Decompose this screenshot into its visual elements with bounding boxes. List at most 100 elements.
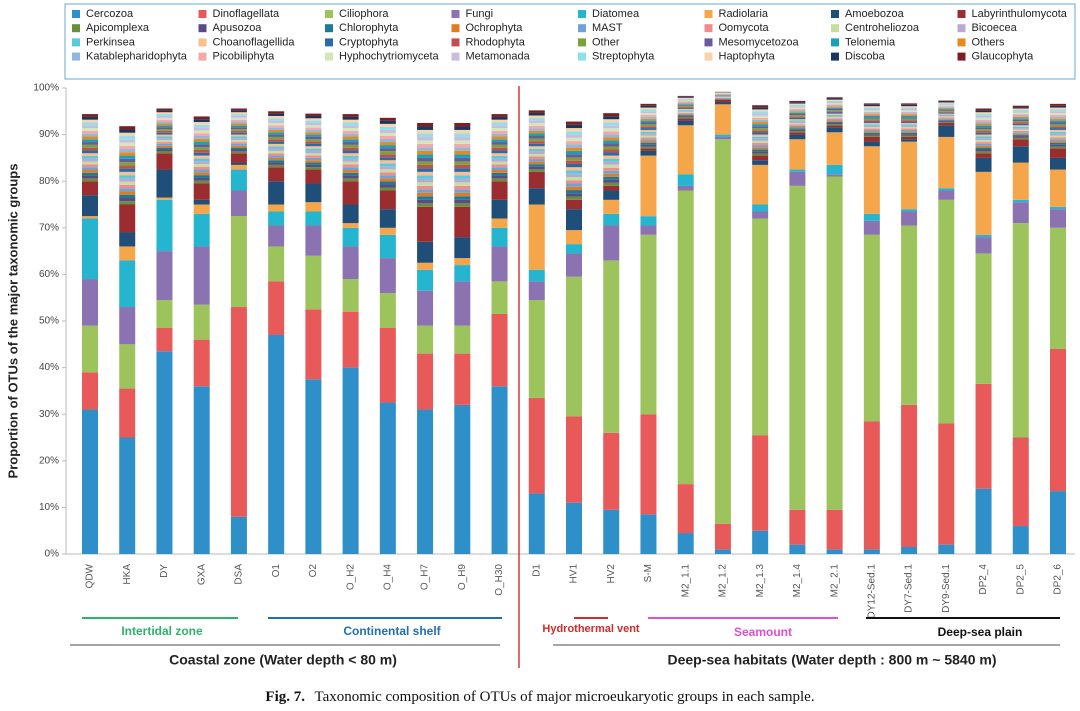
bar-segment [566,147,582,151]
bar-segment [379,160,396,164]
bar-segment [156,117,173,120]
bar-segment [752,153,769,156]
bar-segment [82,158,98,162]
bar-segment [938,106,955,108]
subgroup-label: Intertidal zone [121,624,203,638]
bar-segment [156,351,173,554]
bar-segment [677,112,694,114]
bar-segment [640,133,657,136]
bar-segment [268,334,285,554]
bar-segment [1012,129,1029,131]
bar-segment [230,142,247,144]
bar-segment [379,209,396,228]
bar-segment [119,188,136,192]
bar-segment [491,386,508,554]
y-tick-label: 100% [33,83,59,94]
bar-segment [528,164,545,167]
bar-segment [417,199,434,204]
bar-segment [379,227,396,235]
bar-segment [230,516,247,554]
bar-segment [305,134,322,137]
bar-segment [677,106,694,108]
legend-label: Oomycota [719,22,770,34]
caption-label: Fig. 7. [265,689,305,705]
subgroup-label: Hydrothermal vent [542,623,640,635]
bar-segment [379,123,396,127]
legend-label: MAST [592,22,623,34]
bar-segment [454,353,471,405]
legend-label: Mesomycetozoa [719,36,800,48]
bar-segment [677,104,694,106]
bar-segment [454,182,471,186]
bar-segment [714,139,731,524]
bar-segment [193,175,210,178]
bar-segment [305,146,322,149]
bar-segment [417,182,434,186]
bar-segment [156,125,173,128]
bar-segment [193,138,210,142]
bar-segment [975,171,992,235]
subgroup-label: Seamount [734,625,792,639]
bar-segment [975,108,992,111]
bar-segment [119,142,136,146]
bar-segment [714,104,731,135]
bar-segment [863,111,880,114]
bar-segment [305,115,322,119]
bar-segment [566,180,582,184]
bar-segment [379,175,396,179]
legend-label: Streptophyta [592,51,655,63]
bar-segment [379,163,396,167]
x-tick-label: M2_2.1 [829,564,840,598]
bar-segment [566,199,582,210]
x-tick-label: DP2_5 [1015,564,1026,595]
bar-segment [342,170,359,173]
bar-segment [268,136,285,140]
bar-segment [863,103,880,105]
bar-segment [417,409,434,554]
bar-segment [119,129,136,133]
bar-segment [789,123,806,125]
bar-segment [789,114,806,116]
bar-segment [230,115,247,118]
bar-segment [640,216,657,226]
bar-segment [826,104,843,106]
bar-segment [230,307,247,517]
bar-segment [789,119,806,121]
x-tick-label: S-M [643,564,654,582]
bar-segment [566,121,582,125]
bar-segment [901,117,918,119]
bar-segment [417,161,434,165]
bar-segment [156,138,173,141]
bar-segment [193,169,210,173]
bar-segment [230,138,247,141]
bar-segment [1050,103,1066,106]
bar-segment [901,121,918,123]
bar-segment [752,119,769,123]
bar-segment [752,115,769,118]
bar-segment [82,172,98,176]
bar-segment [305,153,322,156]
bar-segment [230,127,247,130]
x-tick-label: DP2_4 [978,564,989,595]
bar-segment [826,121,843,123]
bar-segment [938,101,955,103]
bar-segment [528,151,545,154]
legend-label: Other [592,36,620,48]
bar-segment [640,234,657,415]
bar-segment [566,157,582,161]
bar-segment [491,164,508,168]
bar-segment [901,211,918,226]
bar-segment [417,136,434,141]
bar-segment [454,133,471,137]
bar-segment [752,128,769,131]
bar-segment [826,164,843,175]
bar-segment [1012,108,1029,110]
bar-segment [826,113,843,115]
bar-segment [528,128,545,131]
bar-segment [305,132,322,135]
bar-segment [491,125,508,129]
bar-segment [528,123,545,126]
bar-segment [268,211,285,226]
bar-segment [528,169,545,172]
